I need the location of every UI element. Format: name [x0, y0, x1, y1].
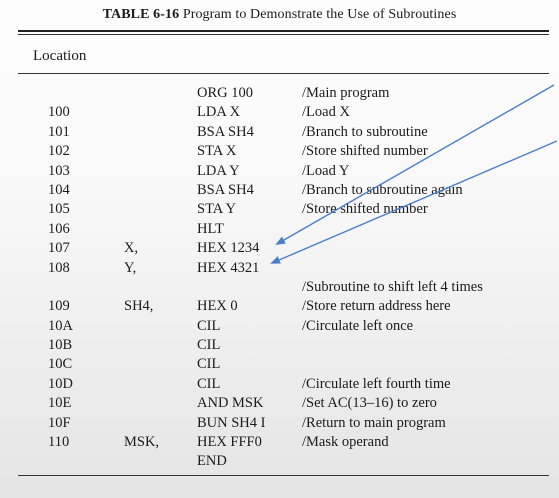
comment-cell: /Circulate left fourth time	[302, 375, 451, 392]
location-cell: 109	[48, 298, 70, 315]
location-cell: 107	[48, 240, 70, 257]
table-title: Program to Demonstrate the Use of Subrou…	[182, 7, 457, 22]
table-row: 10C CIL	[0, 355, 559, 374]
location-cell: 102	[48, 143, 70, 160]
location-cell: 110	[48, 434, 70, 451]
table-row: 107 X, HEX 1234	[0, 239, 559, 258]
comment-cell: /Store shifted number	[302, 143, 428, 160]
instruction-cell: CIL	[197, 356, 221, 373]
table-row: ORG 100/Main program	[0, 84, 559, 103]
comment-cell: /Branch to subroutine again	[302, 181, 463, 198]
instruction-cell: LDA X	[197, 104, 241, 121]
location-cell: 104	[48, 181, 70, 198]
table-row: 108 Y, HEX 4321	[0, 259, 559, 278]
location-cell: 10F	[48, 414, 71, 431]
table-row: 10F BUN SH4 I/Return to main program	[0, 414, 559, 433]
header-rule	[18, 73, 549, 74]
top-rule-secondary	[18, 34, 549, 35]
instruction-cell: HLT	[197, 220, 224, 237]
location-cell: 10E	[48, 395, 72, 412]
table-row: 10A CIL/Circulate left once	[0, 317, 559, 336]
table-row: 110 MSK, HEX FFF0/Mask operand	[0, 433, 559, 452]
instruction-cell: STA X	[197, 143, 237, 160]
location-cell: 100	[48, 104, 70, 121]
table-row: 105 STA Y/Store shifted number	[0, 200, 559, 219]
instruction-cell: HEX 4321	[197, 259, 260, 276]
table-row: END	[0, 452, 559, 471]
instruction-cell: BSA SH4	[197, 123, 254, 140]
instruction-cell: BSA SH4	[197, 181, 254, 198]
table-row: 109 SH4, HEX 0/Store return address here	[0, 297, 559, 316]
comment-cell: /Store return address here	[302, 298, 451, 315]
symbol-cell: SH4,	[124, 298, 154, 315]
table-row: 102 STA X/Store shifted number	[0, 142, 559, 161]
symbol-cell: X,	[124, 240, 139, 257]
symbol-cell: Y,	[124, 259, 137, 276]
instruction-cell: CIL	[197, 317, 221, 334]
table-row: 104 BSA SH4/Branch to subroutine again	[0, 181, 559, 200]
symbol-cell: MSK,	[124, 434, 160, 451]
comment-cell: /Set AC(13–16) to zero	[302, 395, 437, 412]
table-row: /Subroutine to shift left 4 times	[0, 278, 559, 297]
comment-cell: /Load X	[302, 104, 350, 121]
location-cell: 101	[48, 123, 70, 140]
location-cell: 10D	[48, 375, 73, 392]
table-row: 101 BSA SH4/Branch to subroutine	[0, 123, 559, 142]
table-row: 10E AND MSK/Set AC(13–16) to zero	[0, 394, 559, 413]
comment-cell: /Store shifted number	[302, 201, 428, 218]
table-row: 10D CIL/Circulate left fourth time	[0, 375, 559, 394]
table-row: 106 HLT	[0, 220, 559, 239]
location-cell: 103	[48, 162, 70, 179]
instruction-cell: AND MSK	[197, 395, 264, 412]
instruction-cell: ORG 100	[197, 85, 253, 101]
comment-cell: /Subroutine to shift left 4 times	[302, 278, 483, 295]
instruction-cell: LDA Y	[197, 162, 240, 179]
program-listing: ORG 100/Main program 100 LDA X/Load X 101 BS…	[0, 84, 559, 472]
location-cell: 10A	[48, 317, 73, 334]
comment-cell: /Return to main program	[302, 414, 446, 431]
location-cell: 106	[48, 220, 70, 237]
instruction-cell: STA Y	[197, 201, 236, 218]
comment-cell: /Circulate left once	[302, 317, 414, 334]
instruction-cell: END	[197, 453, 227, 470]
bottom-rule	[18, 475, 549, 476]
table-row: 10B CIL	[0, 336, 559, 355]
instruction-cell: HEX 0	[197, 298, 238, 315]
table-number: TABLE 6-16	[102, 7, 180, 22]
top-rule	[18, 30, 549, 32]
instruction-cell: CIL	[197, 337, 221, 354]
comment-cell: /Branch to subroutine	[302, 123, 428, 140]
comment-cell: /Load Y	[302, 162, 350, 179]
location-cell: 10B	[48, 337, 73, 354]
location-cell: 10C	[48, 356, 73, 373]
instruction-cell: BUN SH4 I	[197, 414, 266, 431]
instruction-cell: HEX FFF0	[197, 434, 262, 451]
table-row: 100 LDA X/Load X	[0, 103, 559, 122]
location-cell: 108	[48, 259, 70, 276]
comment-cell: /Mask operand	[302, 434, 389, 451]
table-row: 103 LDA Y/Load Y	[0, 162, 559, 181]
location-cell: 105	[48, 201, 70, 218]
table-caption: TABLE 6-16 Program to Demonstrate the Us…	[0, 6, 559, 24]
instruction-cell: CIL	[197, 375, 221, 392]
comment-cell: /Main program	[302, 85, 390, 101]
column-header-location: Location	[33, 48, 87, 64]
instruction-cell: HEX 1234	[197, 240, 260, 257]
